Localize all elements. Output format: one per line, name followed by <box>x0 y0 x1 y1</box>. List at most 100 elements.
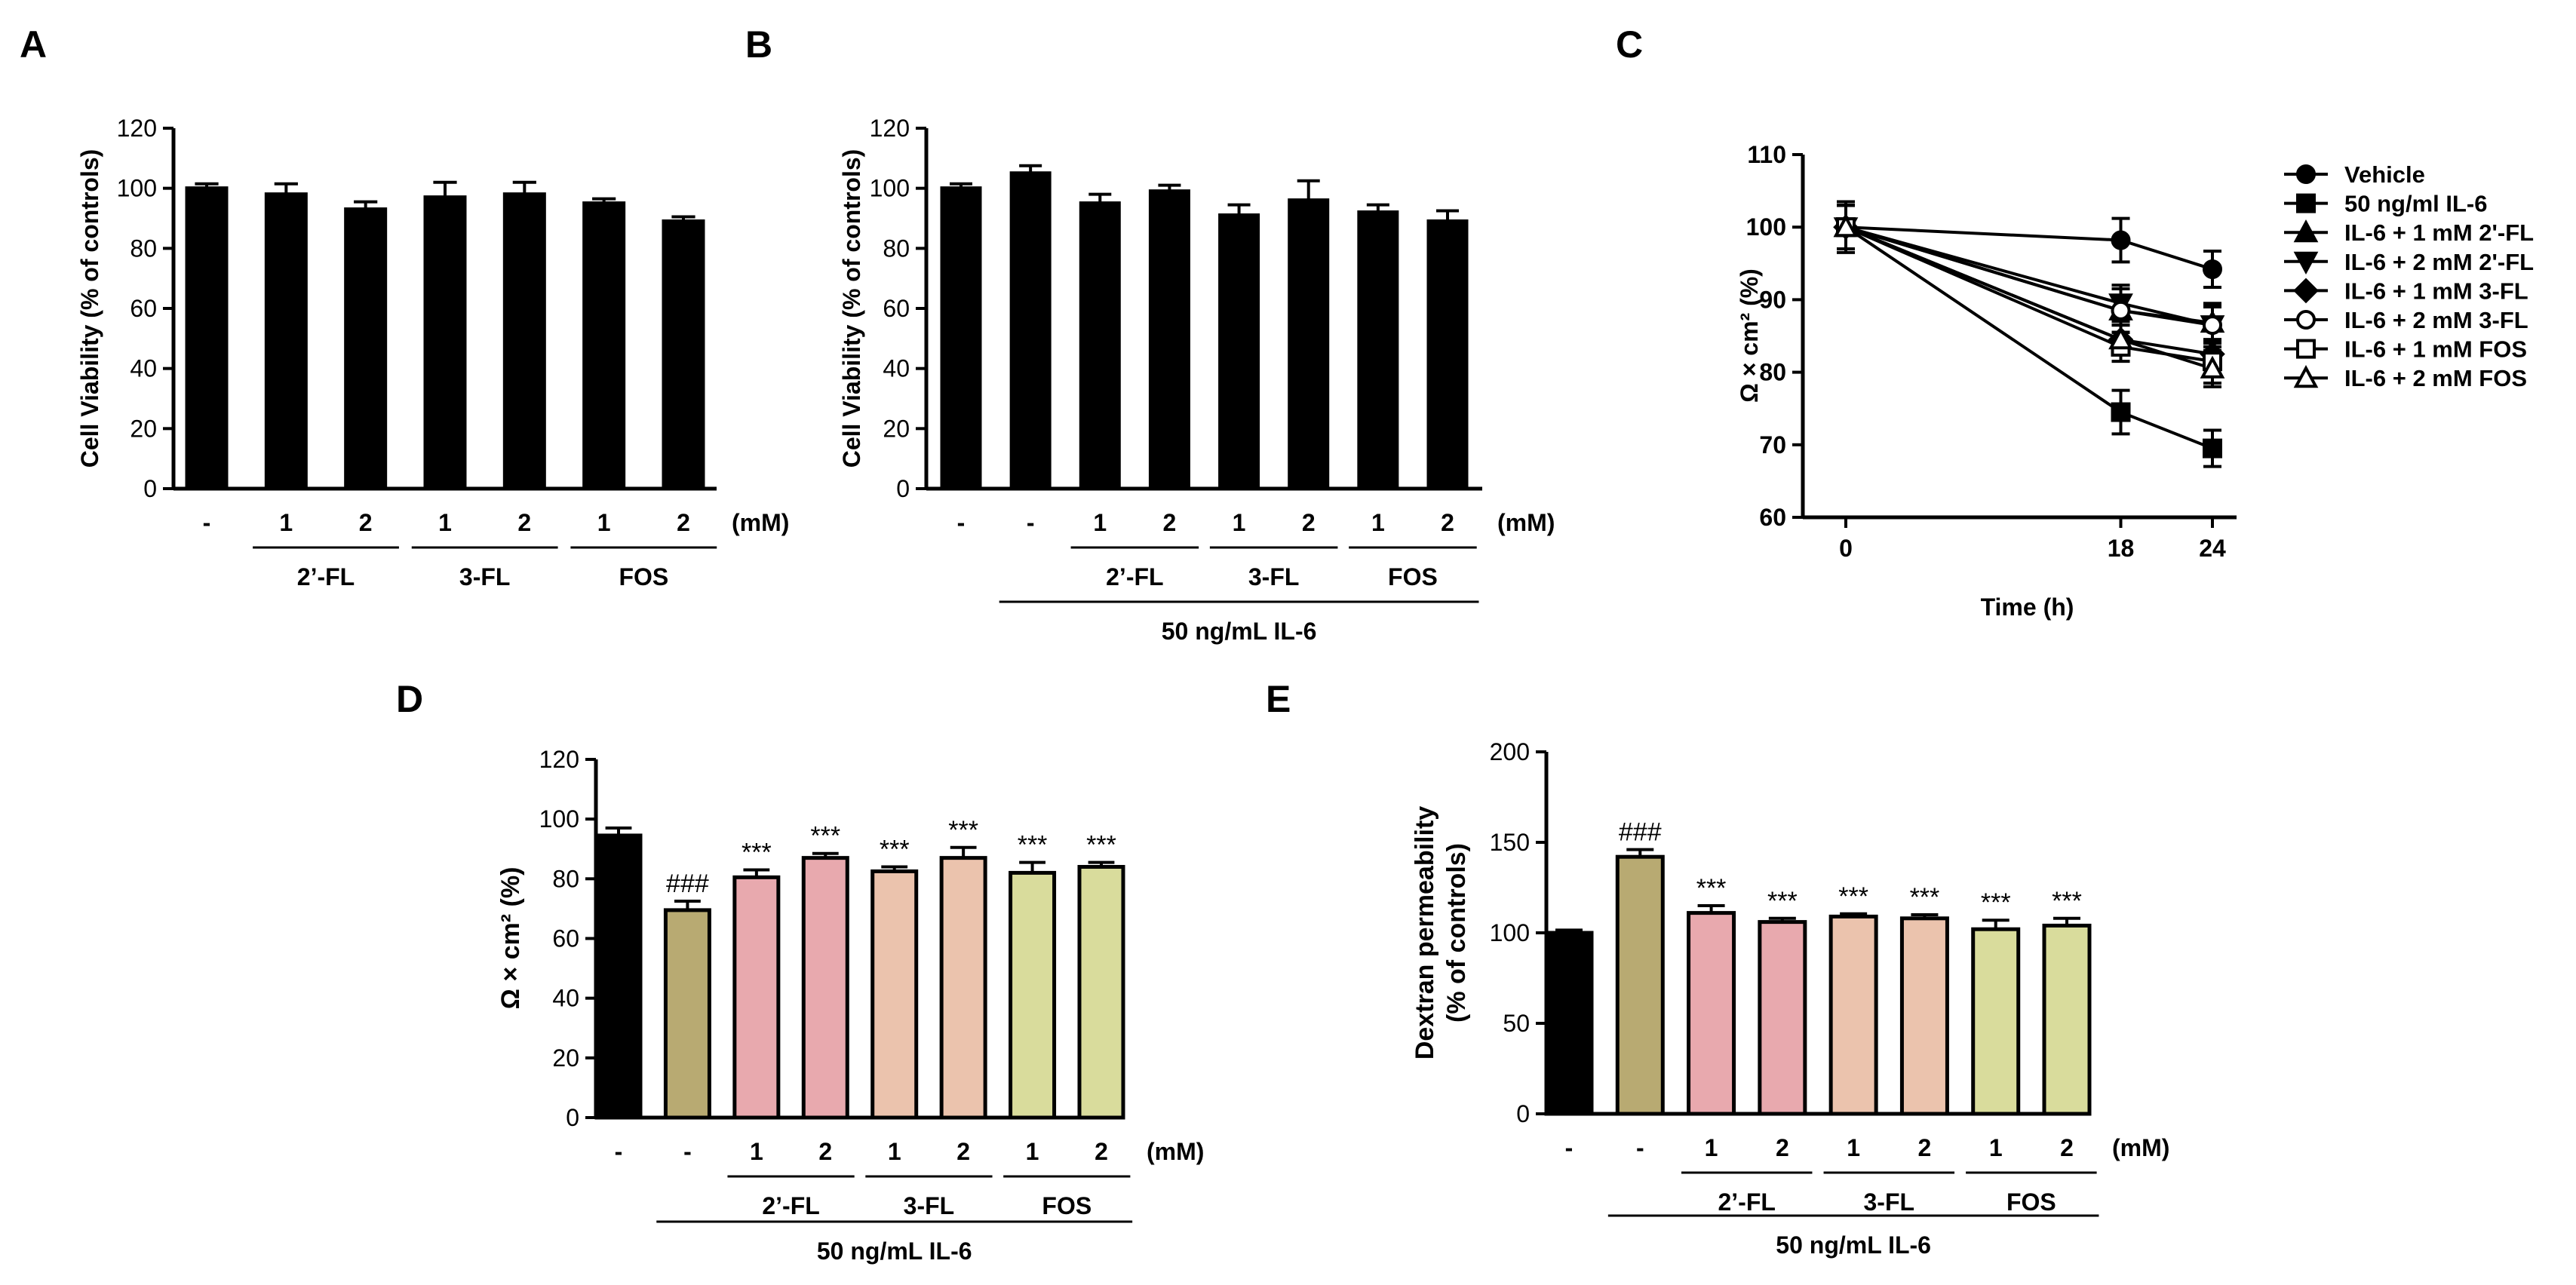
y-axis-label: Ω × cm² (%) <box>1736 268 1763 403</box>
x-category-label: - <box>203 509 211 536</box>
y-tick-label: 0 <box>566 1104 579 1131</box>
legend-label: IL-6 + 2 mM 3-FL <box>2344 307 2528 333</box>
bar <box>1077 865 1125 1120</box>
y-axis-label-line2: (% of controls) <box>1442 843 1471 1023</box>
y-tick-label: 50 <box>1503 1010 1530 1037</box>
panel-c-chart: 60 70 80 90 100 110 0 18 24 Time (h) Ω × cm² (%) Ve… <box>1736 141 2534 621</box>
legend-label: IL-6 + 2 mM FOS <box>2344 365 2527 391</box>
y-tick-label: 100 <box>117 175 157 202</box>
panel-letter-b: B <box>745 23 772 66</box>
supergroup-label: 50 ng/mL IL-6 <box>1776 1231 1931 1259</box>
legend-marker <box>2293 219 2319 243</box>
significance-label: *** <box>2052 887 2082 915</box>
x-category-label: 1 <box>597 509 611 536</box>
y-axis-label: Ω × cm² (%) <box>496 867 525 1010</box>
y-axis-label: Cell Viability (% of controls) <box>76 149 103 468</box>
unit-label: (mM) <box>1497 509 1555 536</box>
y-tick-label: 70 <box>1759 431 1786 458</box>
y-tick-label: 40 <box>552 985 579 1012</box>
legend-marker <box>2296 310 2316 330</box>
bar <box>344 207 388 491</box>
x-axis-label: Time (h) <box>1981 593 2074 621</box>
x-category-label: 2 <box>956 1138 970 1165</box>
significance-label: ### <box>1619 818 1662 847</box>
significance-label: *** <box>880 836 910 864</box>
data-point <box>2111 300 2131 320</box>
group-label: 2’-FL <box>1106 563 1163 590</box>
x-category-label: 1 <box>1093 509 1107 536</box>
y-tick-label: 100 <box>1746 213 1786 241</box>
y-tick-label: 100 <box>539 805 579 833</box>
bar <box>1218 213 1260 491</box>
y-tick-label: 40 <box>883 355 910 382</box>
x-category-label: 1 <box>1989 1134 2003 1161</box>
legend-label: 50 ng/ml IL-6 <box>2344 191 2487 217</box>
legend-marker <box>2296 339 2316 359</box>
bar <box>582 201 626 491</box>
bar <box>662 219 705 491</box>
significance-label: *** <box>1696 874 1727 903</box>
bar <box>1758 920 1807 1116</box>
data-point <box>2108 327 2133 350</box>
bar <box>1971 927 2021 1116</box>
panel-a-chart: 0 20 40 60 80 100 120 Cell Viability (% of cont… <box>76 115 789 590</box>
data-point <box>1833 214 1859 238</box>
data-point <box>2203 315 2222 336</box>
x-category-label: 1 <box>279 509 293 536</box>
group-label: FOS <box>619 563 668 590</box>
bar <box>1009 171 1052 491</box>
y-tick-label: 20 <box>883 415 910 442</box>
bar <box>1148 189 1190 491</box>
data-point <box>2111 230 2131 250</box>
x-category-label: - <box>957 509 966 536</box>
bar <box>1899 916 1949 1116</box>
y-tick-label: 60 <box>883 295 910 322</box>
significance-label: *** <box>1018 831 1048 860</box>
y-tick-label: 100 <box>1490 919 1530 946</box>
group-label: 2’-FL <box>297 563 355 590</box>
x-category-label: 2 <box>517 509 531 536</box>
data-point <box>2203 259 2222 279</box>
panel-letter-a: A <box>20 23 47 66</box>
bar <box>2042 923 2092 1116</box>
significance-label: *** <box>1981 888 2011 917</box>
y-tick-label: 60 <box>130 295 157 322</box>
group-label: 2’-FL <box>762 1192 819 1219</box>
y-tick-label: 0 <box>143 475 157 502</box>
bar <box>423 195 467 491</box>
bar <box>801 856 849 1120</box>
x-category-label: 1 <box>1705 1134 1718 1161</box>
y-tick-label: 90 <box>1759 286 1786 313</box>
x-category-label: 1 <box>1026 1138 1039 1165</box>
y-axis-label: Cell Viability (% of controls) <box>838 149 865 468</box>
y-tick-label: 120 <box>539 746 579 773</box>
x-category-label: 1 <box>438 509 452 536</box>
significance-label: ### <box>666 869 709 898</box>
y-tick-label: 110 <box>1747 141 1786 168</box>
bar <box>185 186 229 491</box>
y-tick-label: 80 <box>552 865 579 892</box>
legend-marker <box>2296 193 2316 213</box>
bar <box>939 856 987 1120</box>
significance-label: *** <box>1910 883 1940 912</box>
x-category-label: 2 <box>2060 1134 2074 1161</box>
x-category-label: 1 <box>888 1138 901 1165</box>
bar <box>732 875 781 1120</box>
bar <box>1426 219 1469 491</box>
unit-label: (mM) <box>1147 1138 1204 1165</box>
series-line <box>1845 225 2213 356</box>
y-tick-label: 0 <box>896 475 910 502</box>
unit-label: (mM) <box>732 509 789 536</box>
y-tick-label: 120 <box>870 115 910 142</box>
supergroup-label: 50 ng/mL IL-6 <box>817 1237 972 1265</box>
y-tick-label: 80 <box>883 235 910 262</box>
panel-d-chart: 0 20 40 60 80 100 120 Ω × cm² (%) - ### - *** 1 *** 2 *… <box>496 746 1204 1265</box>
x-category-label: - <box>1027 509 1035 536</box>
legend-label: IL-6 + 2 mM 2'-FL <box>2344 249 2534 275</box>
x-category-label: 2 <box>1163 509 1177 536</box>
series-line <box>1845 225 2213 370</box>
bar <box>1544 931 1594 1116</box>
group-label: 3-FL <box>1864 1188 1915 1216</box>
y-axis-label: Dextran permeability <box>1411 806 1439 1060</box>
